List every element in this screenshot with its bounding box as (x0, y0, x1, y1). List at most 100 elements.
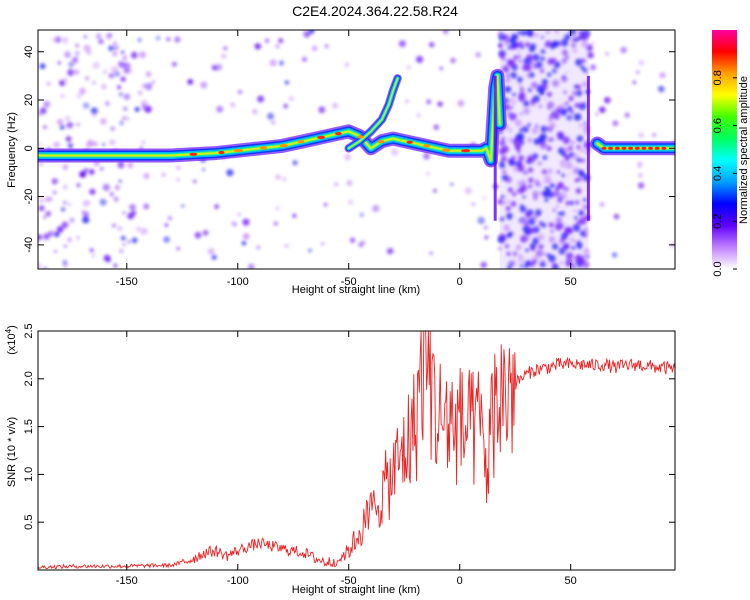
noise-speck (532, 190, 540, 198)
noise-speck (332, 102, 339, 109)
noise-speck (504, 85, 512, 93)
noise-speck (560, 211, 565, 217)
noise-speck (565, 252, 574, 260)
noise-speck (123, 68, 129, 74)
noise-speck (568, 95, 574, 102)
noise-speck (581, 33, 589, 42)
noise-speck (56, 226, 64, 233)
noise-speck (76, 122, 80, 126)
noise-speck (575, 200, 580, 205)
noise-speck (501, 155, 507, 162)
noise-speck (113, 263, 118, 268)
noise-speck (429, 251, 433, 255)
noise-speck (541, 190, 547, 197)
noise-speck (223, 46, 228, 51)
noise-speck (65, 136, 72, 142)
noise-speck (480, 261, 487, 269)
noise-speck (59, 80, 63, 84)
ridge-peak (654, 146, 660, 150)
noise-speck (166, 37, 171, 42)
noise-speck (122, 242, 126, 247)
noise-speck (248, 263, 255, 269)
noise-speck (114, 184, 121, 191)
noise-speck (553, 40, 561, 47)
noise-speck (163, 236, 170, 243)
noise-speck (111, 223, 117, 228)
noise-speck (562, 152, 568, 157)
noise-speck (43, 233, 50, 240)
noise-speck (318, 106, 326, 114)
noise-speck (532, 259, 537, 265)
noise-speck (92, 81, 96, 85)
noise-speck (582, 81, 589, 88)
ridge-peak (614, 146, 620, 150)
noise-speck (359, 212, 364, 217)
noise-speck (497, 199, 504, 205)
noise-speck (528, 228, 534, 234)
noise-speck (637, 161, 643, 166)
noise-speck (507, 187, 513, 193)
ridge-peak (233, 149, 244, 153)
noise-speck (620, 46, 627, 54)
noise-speck (526, 159, 531, 165)
x-tick-label: -100 (227, 575, 249, 587)
y-tick-label: 1.5 (23, 419, 35, 434)
noise-speck (506, 200, 510, 204)
noise-speck (580, 159, 584, 163)
noise-speck (527, 87, 533, 93)
noise-speck (504, 67, 510, 73)
noise-speck (552, 243, 559, 250)
noise-speck (559, 107, 568, 116)
noise-speck (550, 229, 554, 233)
noise-speck (578, 209, 585, 216)
noise-speck (519, 128, 523, 132)
noise-speck (517, 55, 521, 58)
noise-speck (518, 218, 523, 223)
noise-speck (540, 35, 544, 39)
noise-speck (523, 57, 532, 66)
noise-speck (511, 191, 517, 197)
noise-speck (519, 264, 524, 268)
noise-speck (292, 160, 298, 166)
noise-speck (562, 136, 571, 145)
noise-speck (64, 115, 71, 122)
spectrogram-ridge (38, 68, 675, 221)
noise-speck (518, 83, 522, 87)
noise-speck (139, 51, 146, 59)
noise-speck (565, 200, 571, 206)
noise-speck (271, 121, 275, 124)
noise-speck (122, 55, 128, 61)
noise-speck (508, 128, 512, 132)
noise-speck (73, 69, 80, 75)
noise-speck (551, 79, 560, 88)
noise-speck (523, 221, 528, 226)
noise-speck (176, 247, 180, 251)
noise-speck (527, 155, 532, 160)
noise-speck (118, 179, 122, 183)
noise-speck (102, 69, 108, 75)
x-tick-label: -50 (341, 276, 357, 288)
noise-speck (120, 76, 126, 82)
noise-speck (110, 126, 116, 132)
noise-speck (93, 141, 99, 148)
noise-speck (43, 215, 47, 219)
x-tick-label: 0 (457, 575, 463, 587)
noise-speck (499, 139, 506, 147)
noise-speck (527, 137, 533, 143)
noise-speck (252, 109, 258, 115)
noise-speck (583, 248, 588, 253)
noise-speck (75, 44, 79, 48)
noise-speck (537, 191, 541, 195)
y-tick-label: 2.0 (23, 371, 35, 386)
noise-speck (303, 30, 311, 38)
noise-speck (122, 211, 126, 215)
noise-speck (207, 248, 215, 255)
noise-speck (604, 96, 611, 104)
noise-speck (548, 222, 554, 228)
noise-speck (188, 79, 193, 84)
noise-speck (124, 116, 130, 121)
noise-speck (524, 260, 532, 267)
noise-speck (568, 146, 573, 151)
noise-speck (216, 105, 224, 113)
